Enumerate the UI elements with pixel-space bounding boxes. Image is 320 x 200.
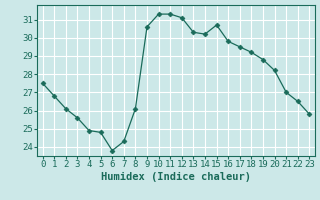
- X-axis label: Humidex (Indice chaleur): Humidex (Indice chaleur): [101, 172, 251, 182]
